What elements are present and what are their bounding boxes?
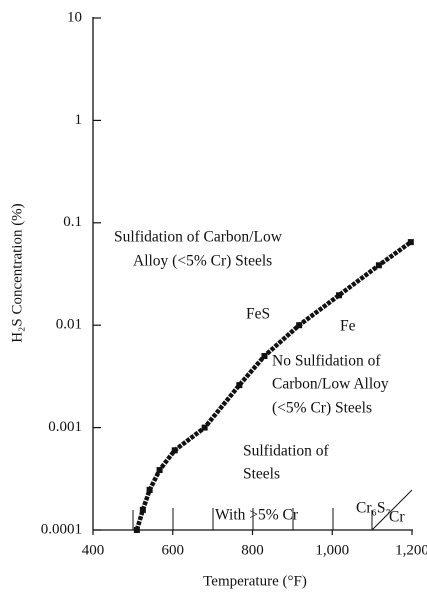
region-boundaries	[132, 489, 413, 531]
annotation: With >5% Cr	[215, 507, 299, 524]
x-tick-label: 800	[241, 542, 264, 558]
data-point	[236, 382, 243, 389]
y-tick-label: 10	[67, 9, 82, 25]
data-line	[134, 240, 413, 531]
data-point	[296, 322, 303, 329]
annotation: Steels	[243, 466, 280, 483]
x-tick-label: 1,200	[395, 542, 427, 558]
x-tick-label: 1,000	[315, 542, 349, 558]
annotation: (<5% Cr) Steels	[272, 400, 372, 417]
y-tick-label: 0.0001	[41, 521, 82, 537]
data-point	[146, 486, 153, 493]
annotation: Cr₆S₇	[356, 500, 391, 517]
annotation: Alloy (<5% Cr) Steels	[133, 253, 272, 270]
annotation: Sulfidation of	[243, 443, 330, 460]
boundary	[371, 489, 413, 531]
data-point	[139, 506, 146, 513]
annotation: No Sulfidation of	[272, 353, 381, 370]
x-tick-label: 400	[82, 542, 105, 558]
data-point	[171, 447, 178, 454]
data-point	[201, 424, 208, 431]
y-tick-label: 1	[75, 112, 83, 128]
data-point	[336, 292, 343, 299]
annotation: Cr	[389, 509, 405, 526]
y-tick-label: 0.01	[56, 317, 82, 333]
data-point	[261, 353, 268, 360]
data-point	[133, 527, 140, 533]
y-tick-label: 0.001	[48, 419, 82, 435]
data-point	[407, 239, 414, 246]
data-point	[375, 262, 382, 269]
y-axis-title: H₂S Concentration (%)	[9, 203, 25, 342]
annotation: Fe	[340, 318, 356, 335]
annotation: FeS	[246, 306, 270, 323]
data-point	[156, 467, 163, 474]
x-tick-label: 600	[162, 542, 185, 558]
x-axis-title: Temperature (°F)	[203, 573, 307, 589]
y-tick-label: 0.1	[63, 214, 82, 230]
annotation: Sulfidation of Carbon/Low	[114, 229, 283, 246]
annotation: Carbon/Low Alloy	[272, 376, 389, 393]
